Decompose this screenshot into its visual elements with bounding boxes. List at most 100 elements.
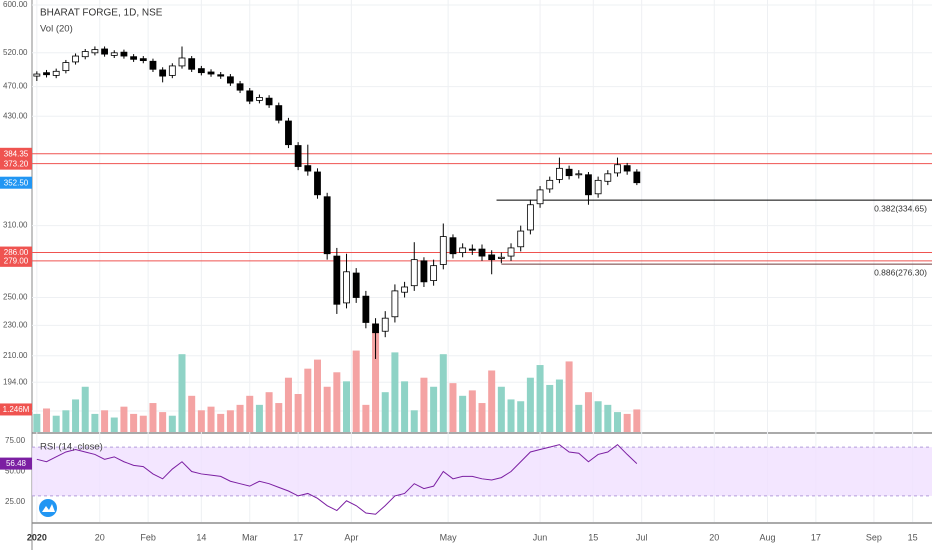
x-tick-label: Sep bbox=[866, 532, 882, 542]
volume-bar bbox=[604, 404, 612, 432]
fib-label: 0.382(334.65) bbox=[874, 203, 927, 213]
candle-body bbox=[391, 290, 399, 318]
candle-body bbox=[178, 57, 186, 67]
candle-body bbox=[81, 51, 89, 58]
volume-bar bbox=[430, 386, 438, 432]
x-tick-label: Jul bbox=[636, 532, 648, 542]
volume-bar bbox=[284, 377, 292, 432]
volume-bar bbox=[439, 354, 447, 432]
candle-body bbox=[246, 90, 254, 102]
rsi-last-box bbox=[0, 457, 32, 470]
candle-body bbox=[323, 196, 331, 255]
candle-body bbox=[188, 58, 196, 70]
logo bbox=[39, 499, 57, 517]
volume-bar bbox=[217, 413, 225, 432]
volume-bar bbox=[536, 365, 544, 432]
volume-bar bbox=[391, 352, 399, 432]
volume-bar bbox=[159, 412, 167, 432]
candle-body bbox=[430, 265, 438, 281]
candle-body bbox=[207, 71, 215, 75]
candle-body bbox=[517, 230, 525, 248]
volume-last-box bbox=[0, 403, 32, 416]
volume-bar bbox=[52, 415, 60, 432]
candle-body bbox=[401, 286, 408, 293]
candle-body bbox=[43, 72, 50, 76]
x-tick-label: Aug bbox=[759, 532, 775, 542]
volume-bar bbox=[255, 404, 263, 432]
candle-body bbox=[362, 295, 370, 323]
candle-body bbox=[217, 74, 225, 77]
volume-bar bbox=[352, 350, 360, 432]
x-tick-label: Apr bbox=[344, 532, 358, 542]
candle-body bbox=[159, 69, 167, 77]
fib-label: 0.886(276.30) bbox=[874, 267, 927, 277]
x-tick-label: 17 bbox=[811, 532, 821, 542]
volume-bar bbox=[139, 415, 147, 432]
volume-bar bbox=[343, 381, 351, 432]
level-box bbox=[0, 157, 32, 170]
level-box bbox=[0, 254, 32, 267]
x-tick-label: 2020 bbox=[27, 532, 47, 542]
volume-bar bbox=[333, 372, 341, 432]
volume-bar bbox=[265, 392, 273, 432]
y-tick-label: 310.00 bbox=[3, 221, 28, 230]
candle-body bbox=[343, 271, 350, 304]
volume-bar bbox=[81, 386, 89, 432]
candle-body bbox=[294, 145, 302, 167]
candle-body bbox=[565, 168, 573, 177]
candle-body bbox=[497, 256, 505, 259]
x-tick-label: Mar bbox=[242, 532, 258, 542]
rsi-last-label: 56.48 bbox=[6, 459, 27, 468]
candle-body bbox=[120, 51, 128, 57]
candle-body bbox=[101, 48, 108, 55]
candle-body bbox=[275, 105, 283, 121]
candle-body bbox=[478, 248, 486, 257]
volume-bar bbox=[323, 386, 331, 432]
volume-bar bbox=[555, 379, 563, 432]
candle-body bbox=[52, 70, 60, 76]
candle-body bbox=[526, 204, 534, 231]
volume-bar bbox=[168, 415, 176, 432]
candle-body bbox=[110, 52, 118, 56]
candle-body bbox=[168, 65, 176, 76]
candle-body bbox=[594, 179, 602, 195]
candle-body bbox=[633, 171, 641, 184]
candle-body bbox=[314, 171, 321, 196]
candle-body bbox=[130, 56, 138, 60]
volume-bar bbox=[478, 403, 486, 432]
rsi-tick-label: 75.00 bbox=[5, 436, 26, 445]
volume-bar bbox=[362, 404, 370, 432]
volume-bar bbox=[294, 394, 302, 432]
y-tick-label: 520.00 bbox=[3, 48, 28, 57]
volume-bar bbox=[468, 390, 476, 432]
candle-body bbox=[352, 272, 360, 298]
level-box bbox=[0, 147, 32, 160]
y-tick-label: 210.00 bbox=[3, 351, 28, 360]
candle-body bbox=[410, 259, 418, 287]
level-label: 286.00 bbox=[4, 248, 29, 257]
x-tick-label: May bbox=[440, 532, 458, 542]
level-label: 384.35 bbox=[4, 149, 29, 158]
candle-body bbox=[139, 58, 147, 62]
candle-body bbox=[33, 73, 41, 77]
candle-body bbox=[468, 248, 476, 251]
volume-bar bbox=[197, 410, 205, 432]
candle-body bbox=[226, 76, 234, 84]
x-tick-label: 20 bbox=[709, 532, 719, 542]
x-tick-label: 17 bbox=[293, 532, 303, 542]
volume-bar bbox=[584, 392, 592, 432]
x-tick-label: Jun bbox=[533, 532, 548, 542]
candle-body bbox=[265, 97, 273, 106]
volume-bar bbox=[526, 377, 534, 432]
volume-bar bbox=[275, 403, 283, 432]
volume-bar bbox=[488, 370, 496, 432]
volume-bar bbox=[507, 399, 515, 432]
rsi-band bbox=[32, 447, 932, 496]
volume-bar bbox=[304, 368, 312, 432]
volume-bar bbox=[62, 410, 70, 432]
candle-body bbox=[304, 165, 312, 172]
volume-bar bbox=[43, 408, 51, 432]
candle-body bbox=[91, 49, 99, 54]
